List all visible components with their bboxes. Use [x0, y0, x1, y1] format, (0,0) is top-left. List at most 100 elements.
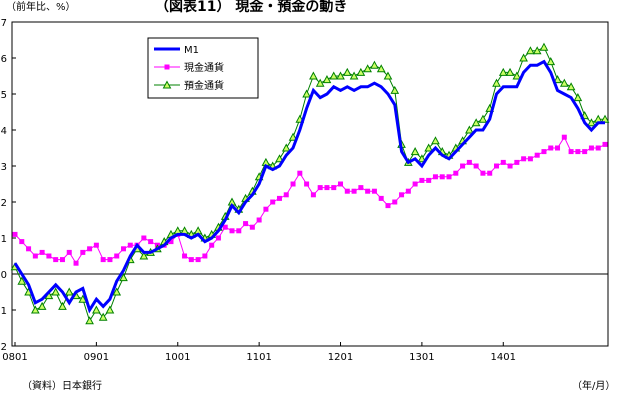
y-tick-label: 0 [1, 270, 7, 281]
cash-point [399, 192, 405, 198]
cash-point [331, 185, 337, 191]
cash-point [514, 159, 520, 165]
deposit-point [465, 125, 474, 134]
deposit-point [281, 143, 291, 152]
chart-title: （図表11） 現金・預金の動き [155, 0, 348, 15]
x-tick-label: 0801 [2, 352, 27, 363]
cash-point [561, 134, 567, 140]
cash-point [555, 145, 561, 151]
deposit-point [566, 82, 576, 91]
cash-point [378, 195, 384, 201]
cash-point [473, 163, 479, 169]
cash-point [270, 199, 276, 205]
deposit-point [512, 71, 522, 80]
cash-point [100, 257, 106, 263]
cash-point [392, 199, 398, 205]
cash-point [263, 206, 269, 212]
cash-point [283, 192, 289, 198]
cash-point [127, 242, 133, 248]
y-tick-label: 6 [1, 54, 7, 65]
cash-point [385, 203, 391, 209]
cash-point [243, 221, 249, 227]
deposit-point [17, 276, 27, 285]
cash-point [487, 170, 493, 176]
unit-label: （前年比、%） [6, 2, 76, 13]
deposit-point [390, 85, 400, 94]
cash-point [188, 257, 194, 263]
cash-point [114, 253, 120, 259]
cash-point [527, 156, 533, 162]
deposit-point [322, 75, 332, 84]
deposit-point [363, 64, 372, 73]
cash-point [304, 181, 310, 187]
cash-point [209, 242, 215, 248]
x-tick-label: 1401 [491, 352, 516, 363]
cash-point [19, 239, 25, 245]
legend-label: 現金通貨 [184, 61, 224, 74]
cash-point [446, 174, 452, 180]
cash-point [602, 141, 608, 147]
deposit-point [519, 53, 528, 62]
y-tick-label: 2 [1, 342, 7, 353]
series-line-m1 [13, 59, 605, 314]
series-line-deposit [14, 46, 605, 322]
deposit-point [315, 78, 325, 87]
cash-point [276, 195, 282, 201]
cash-point [595, 145, 601, 151]
deposit-point [370, 60, 379, 69]
x-tick-label: 1001 [165, 352, 190, 363]
cash-point [358, 185, 364, 191]
cash-point [148, 239, 154, 245]
cash-point [222, 224, 228, 230]
x-unit-label: （年/月） [572, 381, 616, 392]
cash-point [371, 188, 377, 194]
deposit-point [532, 46, 542, 55]
deposit-point [37, 301, 47, 310]
cash-point [229, 228, 235, 234]
y-tick-label: 2 [1, 198, 7, 209]
deposit-point [349, 71, 359, 80]
cash-point [365, 188, 371, 194]
cash-point [548, 145, 554, 151]
cash-point [310, 192, 316, 198]
cash-point [317, 185, 323, 191]
deposit-point [336, 71, 345, 80]
deposit-point [478, 114, 488, 123]
cash-point [412, 181, 418, 187]
deposit-point [98, 312, 108, 321]
legend-marker-deposit [162, 80, 172, 89]
cash-point [541, 149, 547, 155]
deposit-point [383, 71, 393, 80]
deposit-point [431, 136, 440, 145]
deposit-point [112, 287, 122, 296]
deposit-point [288, 132, 298, 141]
deposit-point [119, 273, 128, 282]
cash-point [568, 149, 574, 155]
x-tick-label: 1301 [409, 352, 434, 363]
cash-point [493, 163, 499, 169]
deposit-point [85, 316, 94, 325]
cash-point [182, 253, 188, 259]
deposit-point [105, 305, 115, 314]
legend-label: 預金通貨 [184, 79, 224, 92]
series-line-cash [14, 136, 606, 265]
cash-point [80, 249, 86, 255]
cash-point [121, 246, 127, 252]
x-tick-label: 0901 [84, 352, 109, 363]
deposit-point [498, 67, 508, 76]
deposit-point [356, 67, 366, 76]
cash-point [107, 257, 113, 263]
x-tick-label: 1201 [328, 352, 353, 363]
deposit-point [573, 93, 583, 102]
deposit-point [309, 71, 318, 80]
deposit-point [410, 147, 420, 156]
cash-point [466, 159, 472, 165]
y-tick-label: 4 [1, 126, 7, 137]
deposit-point [92, 305, 101, 314]
deposit-point [471, 118, 481, 127]
deposit-point [587, 118, 596, 127]
deposit-point [302, 89, 311, 98]
y-tick-label: 3 [1, 162, 7, 173]
deposit-point [539, 42, 549, 51]
